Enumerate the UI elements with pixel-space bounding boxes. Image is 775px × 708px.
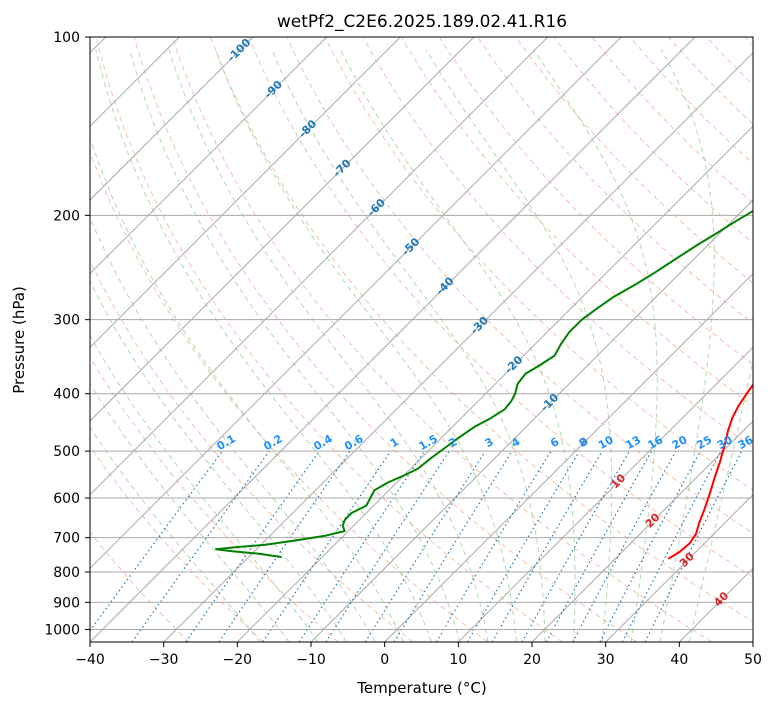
mixing-ratio-line — [218, 450, 351, 642]
x-axis-title: Temperature (°C) — [356, 679, 486, 697]
dry-adiabat-line — [90, 259, 414, 642]
y-tick-label: 1000 — [44, 622, 80, 638]
mixing-ratio-line — [298, 450, 425, 642]
x-tick-label: −40 — [75, 652, 105, 668]
y-tick-label: 500 — [53, 444, 80, 460]
isotherm-line — [90, 37, 328, 275]
isotherm-line — [605, 493, 753, 642]
y-tick-label: 400 — [53, 387, 80, 403]
chart-title: wetPf2_C2E6.2025.189.02.41.R16 — [277, 12, 567, 32]
y-tick-label: 100 — [53, 30, 80, 46]
mixing-ratio-line — [393, 450, 513, 642]
dry-adiabat-line — [90, 356, 339, 642]
dry-adiabat-line — [248, 37, 753, 578]
mixing-ratio-line — [572, 450, 677, 642]
background-lines — [90, 37, 753, 642]
x-tick-label: 0 — [380, 652, 389, 668]
y-tick-label: 700 — [53, 531, 80, 547]
x-tick-label: 20 — [523, 652, 541, 668]
moist-adiabat-line — [129, 49, 461, 642]
moist-adiabat-line — [90, 426, 261, 642]
moist-adiabat-line — [533, 49, 658, 642]
moist-adiabat-line — [688, 358, 753, 642]
mixing-ratio-line — [599, 450, 702, 642]
dry-adiabat-line — [286, 37, 753, 534]
x-tick-label: −20 — [223, 652, 253, 668]
isotherm-line — [531, 420, 753, 642]
dry-adiabat-line — [400, 37, 753, 407]
dry-adiabat-line — [90, 531, 190, 642]
dry-adiabat-line — [438, 37, 753, 366]
isotherm-line — [90, 37, 696, 642]
moist-adiabat-line — [95, 49, 432, 642]
axes: −40 −30 −20 −10 0 10 20 30 40 50 100 200 300 400 500 60… — [44, 30, 762, 668]
isotherm-line — [90, 37, 622, 570]
dry-adiabat-line — [324, 37, 753, 491]
x-tick-label: 10 — [449, 652, 467, 668]
mixing-ratio-line — [185, 450, 320, 642]
mixing-ratio-line — [262, 450, 392, 642]
isotherm-line — [384, 272, 753, 642]
y-tick-label: 200 — [53, 208, 80, 224]
moist-adiabat-line — [271, 49, 546, 642]
isotherm-line — [310, 199, 753, 642]
isotherm-line — [90, 37, 549, 496]
plot-frame — [89, 36, 754, 643]
y-tick-label: 300 — [53, 313, 80, 329]
mixing-ratio-line — [364, 450, 486, 642]
y-tick-label: 900 — [53, 595, 80, 611]
moist-adiabat-line — [90, 280, 347, 642]
moist-adiabat-line — [90, 136, 404, 642]
dry-adiabat-line — [95, 37, 563, 642]
sounding-series — [215, 209, 753, 560]
isotherm-line — [90, 37, 254, 201]
x-tick-label: −30 — [149, 652, 179, 668]
moist-adiabat-line — [90, 382, 290, 642]
mixing-ratio-line — [466, 450, 580, 642]
temperature-profile-line — [667, 383, 753, 560]
dry-adiabat-line — [133, 37, 638, 642]
y-tick-label: 600 — [53, 491, 80, 507]
y-tick-label: 800 — [53, 565, 80, 581]
isotherm-line — [236, 125, 753, 642]
y-axis-title: Pressure (hPa) — [10, 286, 28, 394]
isotherm-line — [90, 37, 475, 422]
x-tick-label: 40 — [670, 652, 688, 668]
moist-adiabat-line — [659, 49, 715, 642]
isotherm-line — [163, 51, 753, 642]
dry-adiabat-line — [210, 37, 753, 623]
x-tick-label: −10 — [296, 652, 326, 668]
moist-adiabat-line — [168, 49, 489, 642]
x-tick-label: 50 — [744, 652, 762, 668]
moist-adiabat-line — [339, 49, 576, 642]
moist-adiabat-line — [90, 216, 376, 642]
isotherm-line — [90, 37, 401, 349]
mixing-ratio-line — [325, 450, 450, 642]
dewpoint-profile-line — [215, 209, 753, 559]
x-tick-label: 30 — [597, 652, 615, 668]
isotherm-line — [457, 346, 753, 642]
mixing-ratio-line — [435, 450, 552, 642]
